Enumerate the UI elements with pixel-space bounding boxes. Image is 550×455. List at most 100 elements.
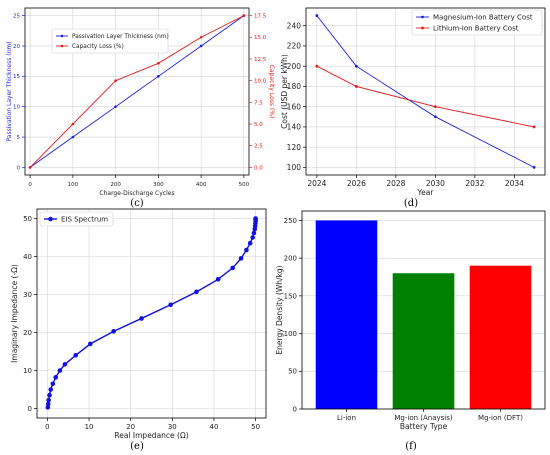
y2-tick-label-c-5: 12.5	[254, 57, 267, 63]
legend-label-d-1: Lithium-Ion Battery Cost	[433, 25, 519, 33]
point-e-0-4	[48, 387, 54, 392]
bar-1	[392, 273, 455, 409]
x-axis-label-f: Battery Type	[400, 422, 448, 431]
y-tick-label-f-2: 100	[284, 330, 297, 338]
bar-2	[469, 265, 532, 409]
legend-marker-c-1	[60, 44, 64, 48]
legend-box-c	[51, 28, 169, 54]
y-tick-label-e-5: 50	[23, 215, 32, 223]
caption-e: (e)	[130, 441, 144, 452]
y-tick-label-e-2: 20	[23, 329, 32, 337]
point-d-1-1	[354, 85, 358, 88]
point-c-0-1	[71, 135, 75, 139]
point-c-1-1	[71, 122, 75, 126]
y2-tick-label-c-3: 7.5	[254, 100, 263, 106]
series-line-d-1	[316, 65, 535, 128]
series-line-c-1	[29, 15, 245, 168]
y2-tick-label-c-2: 5.0	[254, 122, 263, 128]
y-tick-label-d-2: 140	[287, 123, 302, 132]
x-tick-label-c-5: 500	[239, 182, 250, 188]
point-d-0-1	[354, 64, 358, 68]
point-e-0-13	[168, 302, 173, 308]
y-tick-label-f-1: 50	[288, 368, 297, 376]
point-e-0-16	[230, 265, 235, 271]
y-tick-label-d-6: 220	[287, 42, 302, 51]
y-tick-label-d-0: 100	[287, 163, 302, 172]
point-d-0-2	[433, 115, 437, 119]
point-e-0-1	[45, 401, 51, 407]
x-tick-label-f-1: Mg-ion (Anaysis)	[394, 414, 453, 422]
legend-marker-c-0	[60, 34, 64, 38]
point-e-0-19	[247, 240, 253, 246]
plot-frame-d	[305, 7, 546, 176]
point-e-0-21	[251, 230, 257, 236]
y-axis-label-d: Cost (USD per kWh)	[280, 54, 289, 129]
point-d-0-3	[532, 166, 536, 169]
y-tick-label-e-4: 40	[23, 253, 32, 261]
y-tick-label-c-2: 10	[13, 105, 20, 111]
y-tick-label-e-1: 10	[23, 367, 32, 375]
caption-d: (d)	[404, 198, 418, 209]
point-c-1-3	[157, 62, 160, 65]
point-e-0-3	[47, 392, 52, 398]
point-c-1-2	[114, 79, 117, 82]
plot-frame-f	[301, 210, 546, 410]
y-tick-label-c-4: 20	[13, 44, 20, 50]
y2-tick-label-c-6: 15.0	[254, 35, 267, 41]
series-line-e-0	[47, 218, 257, 408]
x-tick-label-c-3: 300	[153, 182, 164, 188]
x-tick-label-c-4: 400	[196, 182, 207, 188]
point-e-0-10	[87, 341, 93, 347]
point-e-0-12	[139, 316, 144, 321]
x-tick-label-e-1: 10	[85, 423, 94, 431]
y-tick-label-f-4: 200	[284, 255, 297, 263]
legend-box-e	[39, 211, 114, 227]
legend-label-c-1: Capacity Loss (%)	[72, 44, 124, 50]
x-tick-label-d-0: 2024	[307, 179, 326, 188]
caption-f: (f)	[405, 441, 417, 452]
x-tick-label-d-2: 2028	[386, 179, 405, 188]
series-line-c-0	[29, 15, 245, 168]
point-e-0-15	[215, 277, 221, 282]
legend-marker-d-0	[421, 15, 424, 19]
point-c-1-4	[199, 35, 203, 39]
legend-marker-e-0	[48, 216, 53, 222]
y-tick-label-d-4: 180	[287, 82, 302, 91]
y2-tick-label-c-7: 17.5	[254, 14, 267, 20]
y-tick-label-c-5: 25	[13, 14, 20, 20]
point-d-0-0	[315, 14, 319, 17]
point-e-0-5	[50, 381, 56, 387]
y-axis-label-e: Imaginary Impedance (-Ω)	[10, 264, 19, 363]
x-tick-label-c-0: 0	[28, 182, 32, 188]
y2-tick-label-c-1: 2.5	[254, 144, 263, 150]
y-tick-label-c-1: 5	[17, 135, 21, 141]
x-tick-label-d-3: 2030	[426, 179, 445, 188]
point-e-0-9	[73, 353, 79, 358]
y-tick-label-e-3: 30	[23, 291, 32, 299]
caption-c: (c)	[130, 198, 144, 209]
point-e-0-17	[238, 256, 244, 261]
legend-label-e-0: EIS Spectrum	[61, 216, 108, 224]
x-tick-label-e-5: 50	[251, 423, 260, 431]
y-tick-label-f-5: 250	[284, 217, 297, 225]
y-tick-label-f-3: 150	[284, 292, 297, 300]
point-e-0-6	[53, 375, 59, 380]
y-tick-label-c-3: 15	[13, 74, 20, 80]
point-c-1-5	[242, 14, 246, 17]
y-axis-label-f: Energy Density (Wh/kg)	[275, 265, 284, 354]
y-tick-label-d-1: 120	[287, 143, 302, 152]
point-e-0-14	[194, 289, 199, 295]
point-c-1-0	[28, 166, 32, 169]
y2-tick-label-c-4: 10.0	[254, 79, 267, 85]
x-tick-label-c-2: 200	[110, 182, 121, 188]
legend-marker-d-1	[421, 26, 424, 30]
point-e-0-0	[45, 405, 51, 410]
bar-0	[315, 220, 378, 409]
point-d-1-0	[315, 64, 319, 68]
legend-label-c-0: Passivation Layer Thickness (nm)	[72, 34, 169, 40]
plot-frame-c	[24, 7, 250, 176]
y-tick-label-d-7: 240	[287, 21, 302, 30]
y-tick-label-e-0: 0	[28, 405, 32, 413]
x-tick-label-d-1: 2026	[347, 179, 366, 188]
